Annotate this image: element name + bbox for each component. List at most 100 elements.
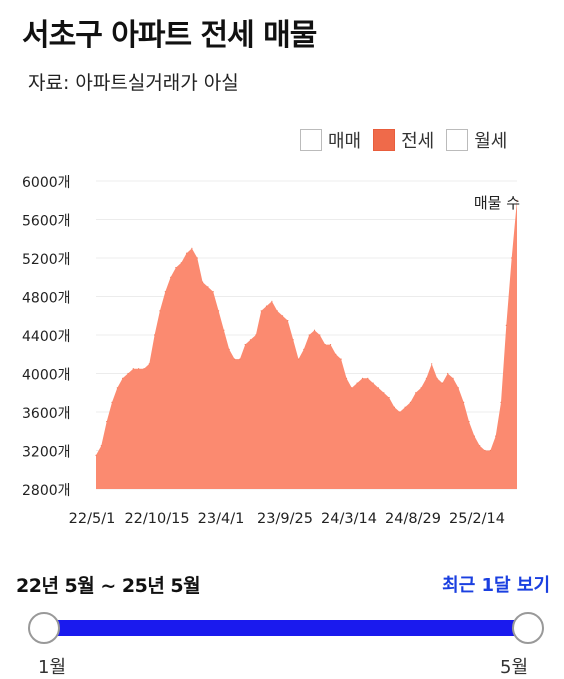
date-range-label: 22년 5월 ~ 25년 5월 [16, 575, 201, 597]
data-point [154, 334, 156, 336]
x-tick-label: 24/8/29 [385, 511, 441, 527]
data-point [207, 286, 209, 288]
data-point [212, 291, 214, 293]
data-point [100, 445, 102, 447]
data-point [335, 353, 337, 355]
chart-legend: 매매 전세 월세 [300, 127, 507, 153]
data-point [127, 372, 129, 375]
data-point [356, 382, 358, 384]
data-point [132, 368, 134, 370]
legend-label-sale: 매매 [328, 131, 362, 152]
data-point [228, 348, 230, 350]
data-point [196, 257, 198, 259]
x-tick-label: 22/10/15 [124, 511, 189, 527]
data-point [308, 334, 310, 336]
recent-month-link[interactable]: 최근 1달 보기 [442, 575, 550, 596]
data-point [218, 310, 220, 312]
data-point [420, 387, 422, 389]
data-point [143, 368, 145, 370]
data-point [191, 247, 193, 249]
data-point [234, 358, 236, 360]
data-point [511, 257, 513, 259]
data-point [452, 377, 454, 379]
series-annotation: 매물 수 [474, 194, 520, 212]
legend-label-monthly: 월세 [474, 131, 508, 152]
data-point [297, 358, 300, 360]
x-tick-label: 23/9/25 [257, 511, 313, 527]
x-tick-label: 25/2/14 [449, 511, 505, 527]
data-point [495, 435, 497, 437]
legend-label-jeonse: 전세 [401, 131, 435, 152]
legend-item-monthly[interactable]: 월세 [446, 127, 507, 153]
data-point [367, 377, 369, 379]
data-point [313, 329, 316, 331]
legend-item-sale[interactable]: 매매 [300, 127, 361, 153]
source-note: 자료: 아파트실거래가 아실 [28, 72, 239, 94]
data-point [425, 377, 427, 379]
data-point [340, 358, 342, 360]
data-point [489, 449, 491, 452]
data-point [122, 377, 124, 379]
data-point [276, 310, 278, 312]
data-point [180, 262, 182, 264]
data-point [361, 377, 364, 379]
data-point [148, 363, 150, 365]
legend-checkbox-monthly[interactable] [446, 129, 469, 151]
data-point [404, 406, 406, 408]
y-tick-label: 3200개 [22, 445, 71, 461]
slider-start-label: 1월 [38, 657, 67, 678]
data-point [383, 392, 385, 394]
data-point [345, 377, 348, 379]
data-point [457, 387, 459, 389]
data-point [239, 358, 241, 360]
data-point [202, 281, 204, 283]
y-tick-label: 4800개 [22, 291, 71, 307]
data-point [265, 305, 268, 307]
range-slider-start-handle[interactable] [28, 612, 60, 644]
data-point [244, 344, 246, 346]
data-point [106, 421, 108, 423]
data-point [170, 276, 172, 278]
data-point [271, 300, 273, 302]
y-tick-label: 2800개 [22, 483, 71, 499]
data-point [281, 315, 284, 317]
y-tick-label: 6000개 [22, 175, 71, 191]
data-point [468, 421, 470, 423]
data-point [409, 401, 411, 403]
data-point [516, 199, 518, 201]
data-point [260, 310, 262, 312]
data-point [95, 454, 97, 456]
data-point [249, 339, 252, 341]
data-point [377, 387, 379, 389]
data-point [399, 411, 401, 413]
y-tick-label: 4000개 [22, 368, 71, 384]
data-point [415, 392, 417, 394]
y-tick-label: 3600개 [22, 406, 71, 422]
jeonse-area-series [96, 200, 517, 490]
data-point [479, 445, 481, 447]
legend-checkbox-jeonse[interactable] [373, 129, 396, 151]
data-point [351, 387, 353, 389]
y-tick-label: 5200개 [22, 252, 71, 268]
data-point [324, 344, 326, 346]
range-slider-track[interactable] [44, 620, 528, 636]
jeonse-listings-chart: 2800개 3200개 3600개 4000개 4400개 4800개 5200개 5600개… [22, 175, 520, 527]
x-tick-label: 23/4/1 [198, 511, 245, 527]
legend-item-jeonse[interactable]: 전세 [373, 127, 434, 153]
data-point [111, 401, 113, 403]
data-point [393, 406, 395, 408]
data-point [431, 363, 433, 365]
data-point [473, 435, 475, 437]
data-point [255, 334, 257, 336]
x-tick-label: 22/5/1 [69, 511, 116, 527]
page-title: 서초구 아파트 전세 매물 [22, 18, 317, 53]
data-point [447, 372, 449, 375]
data-point [287, 320, 289, 322]
data-point [186, 252, 188, 254]
range-slider-end-handle[interactable] [512, 612, 544, 644]
data-point [138, 368, 140, 370]
data-point [329, 344, 332, 346]
legend-checkbox-sale[interactable] [300, 129, 322, 151]
data-point [388, 397, 390, 399]
data-point [505, 324, 507, 326]
